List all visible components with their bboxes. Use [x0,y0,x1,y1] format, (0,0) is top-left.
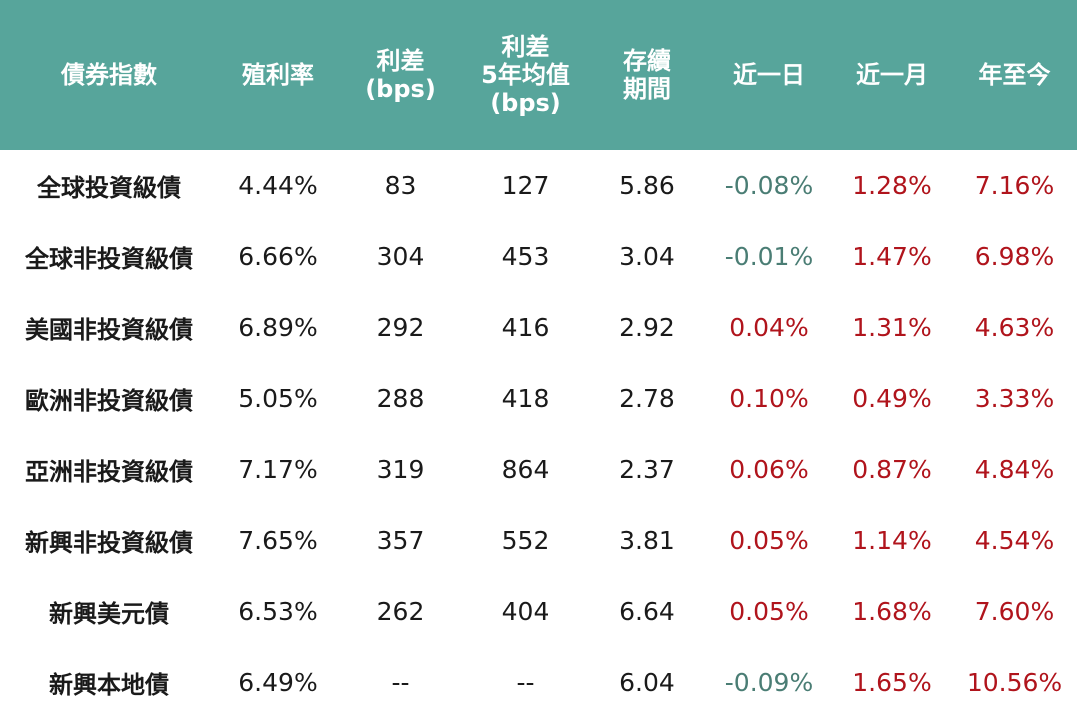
duration-cell: 5.86 [619,171,675,200]
month-change-cell: 1.31% [852,313,932,342]
spread-cell: 288 [376,384,425,413]
spread-cell: 304 [376,242,425,271]
ytd-change-cell: 7.60% [974,597,1055,626]
day-change-cell: 0.10% [729,384,809,413]
day-change-cell: -0.08% [724,171,814,200]
spread-5y-avg-cell: -- [516,668,535,697]
ytd-change-cell: 6.98% [974,242,1055,271]
header-spread: 利差 (bps) [365,47,436,103]
day-change-cell: -0.01% [724,242,814,271]
table-header: 債券指數 殖利率 利差 (bps) 利差 5年均值 (bps) 存續 期間 近一… [0,0,1077,150]
month-change-cell: 0.49% [852,384,932,413]
index-name-cell: 美國非投資級債 [25,316,193,344]
month-change-cell: 1.47% [852,242,932,271]
yield-cell: 6.89% [238,313,318,342]
day-change-cell: 0.05% [729,526,809,555]
month-change-cell: 1.14% [852,526,932,555]
header-index: 債券指數 [61,61,157,89]
ytd-change-cell: 4.84% [974,455,1055,484]
duration-cell: 6.64 [619,597,675,626]
index-name-cell: 歐洲非投資級債 [25,387,193,415]
spread-5y-avg-cell: 864 [501,455,550,484]
spread-5y-avg-cell: 418 [501,384,550,413]
header-day-change: 近一日 [733,61,805,89]
table-row: 新興美元債 6.53% 262 404 6.64 0.05% 1.68% 7.60% [0,576,1077,647]
day-change-cell: 0.05% [729,597,809,626]
ytd-change-cell: 7.16% [974,171,1055,200]
table-row: 亞洲非投資級債 7.17% 319 864 2.37 0.06% 0.87% 4.84% [0,434,1077,505]
header-duration: 存續 期間 [623,47,671,103]
duration-cell: 6.04 [619,668,675,697]
yield-cell: 4.44% [238,171,318,200]
spread-cell: 262 [376,597,425,626]
index-name-cell: 新興非投資級債 [25,529,193,557]
yield-cell: 6.49% [238,668,318,697]
spread-cell: 292 [376,313,425,342]
spread-5y-avg-cell: 416 [501,313,550,342]
header-month-change: 近一月 [856,61,928,89]
yield-cell: 5.05% [238,384,318,413]
index-name-cell: 新興本地債 [49,671,169,699]
spread-5y-avg-cell: 127 [501,171,550,200]
yield-cell: 6.66% [238,242,318,271]
spread-5y-avg-cell: 552 [501,526,550,555]
spread-5y-avg-cell: 453 [501,242,550,271]
day-change-cell: 0.04% [729,313,809,342]
ytd-change-cell: 3.33% [974,384,1055,413]
header-yield: 殖利率 [242,61,314,89]
month-change-cell: 0.87% [852,455,932,484]
table-row: 全球非投資級債 6.66% 304 453 3.04 -0.01% 1.47% 6.98% [0,221,1077,292]
index-name-cell: 全球投資級債 [37,174,181,202]
spread-cell: 83 [384,171,417,200]
ytd-change-cell: 4.54% [974,526,1055,555]
duration-cell: 3.81 [619,526,675,555]
index-name-cell: 全球非投資級債 [25,245,193,273]
header-spread-5y-avg: 利差 5年均值 (bps) [481,33,570,117]
index-name-cell: 亞洲非投資級債 [25,458,193,486]
duration-cell: 2.78 [619,384,675,413]
yield-cell: 6.53% [238,597,318,626]
spread-5y-avg-cell: 404 [501,597,550,626]
duration-cell: 2.92 [619,313,675,342]
spread-cell: 319 [376,455,425,484]
duration-cell: 3.04 [619,242,675,271]
spread-cell: 357 [376,526,425,555]
ytd-change-cell: 4.63% [974,313,1055,342]
month-change-cell: 1.28% [852,171,932,200]
spread-cell: -- [391,668,410,697]
yield-cell: 7.17% [238,455,318,484]
table-row: 新興本地債 6.49% -- -- 6.04 -0.09% 1.65% 10.56% [0,647,1077,718]
ytd-change-cell: 10.56% [966,668,1063,697]
table-row: 新興非投資級債 7.65% 357 552 3.81 0.05% 1.14% 4.54% [0,505,1077,576]
table-row: 歐洲非投資級債 5.05% 288 418 2.78 0.10% 0.49% 3.33% [0,363,1077,434]
month-change-cell: 1.65% [852,668,932,697]
yield-cell: 7.65% [238,526,318,555]
duration-cell: 2.37 [619,455,675,484]
table-row: 全球投資級債 4.44% 83 127 5.86 -0.08% 1.28% 7.16% [0,150,1077,221]
index-name-cell: 新興美元債 [49,600,169,628]
day-change-cell: 0.06% [729,455,809,484]
header-ytd-change: 年至今 [978,61,1051,89]
month-change-cell: 1.68% [852,597,932,626]
day-change-cell: -0.09% [724,668,814,697]
table-row: 美國非投資級債 6.89% 292 416 2.92 0.04% 1.31% 4.63% [0,292,1077,363]
